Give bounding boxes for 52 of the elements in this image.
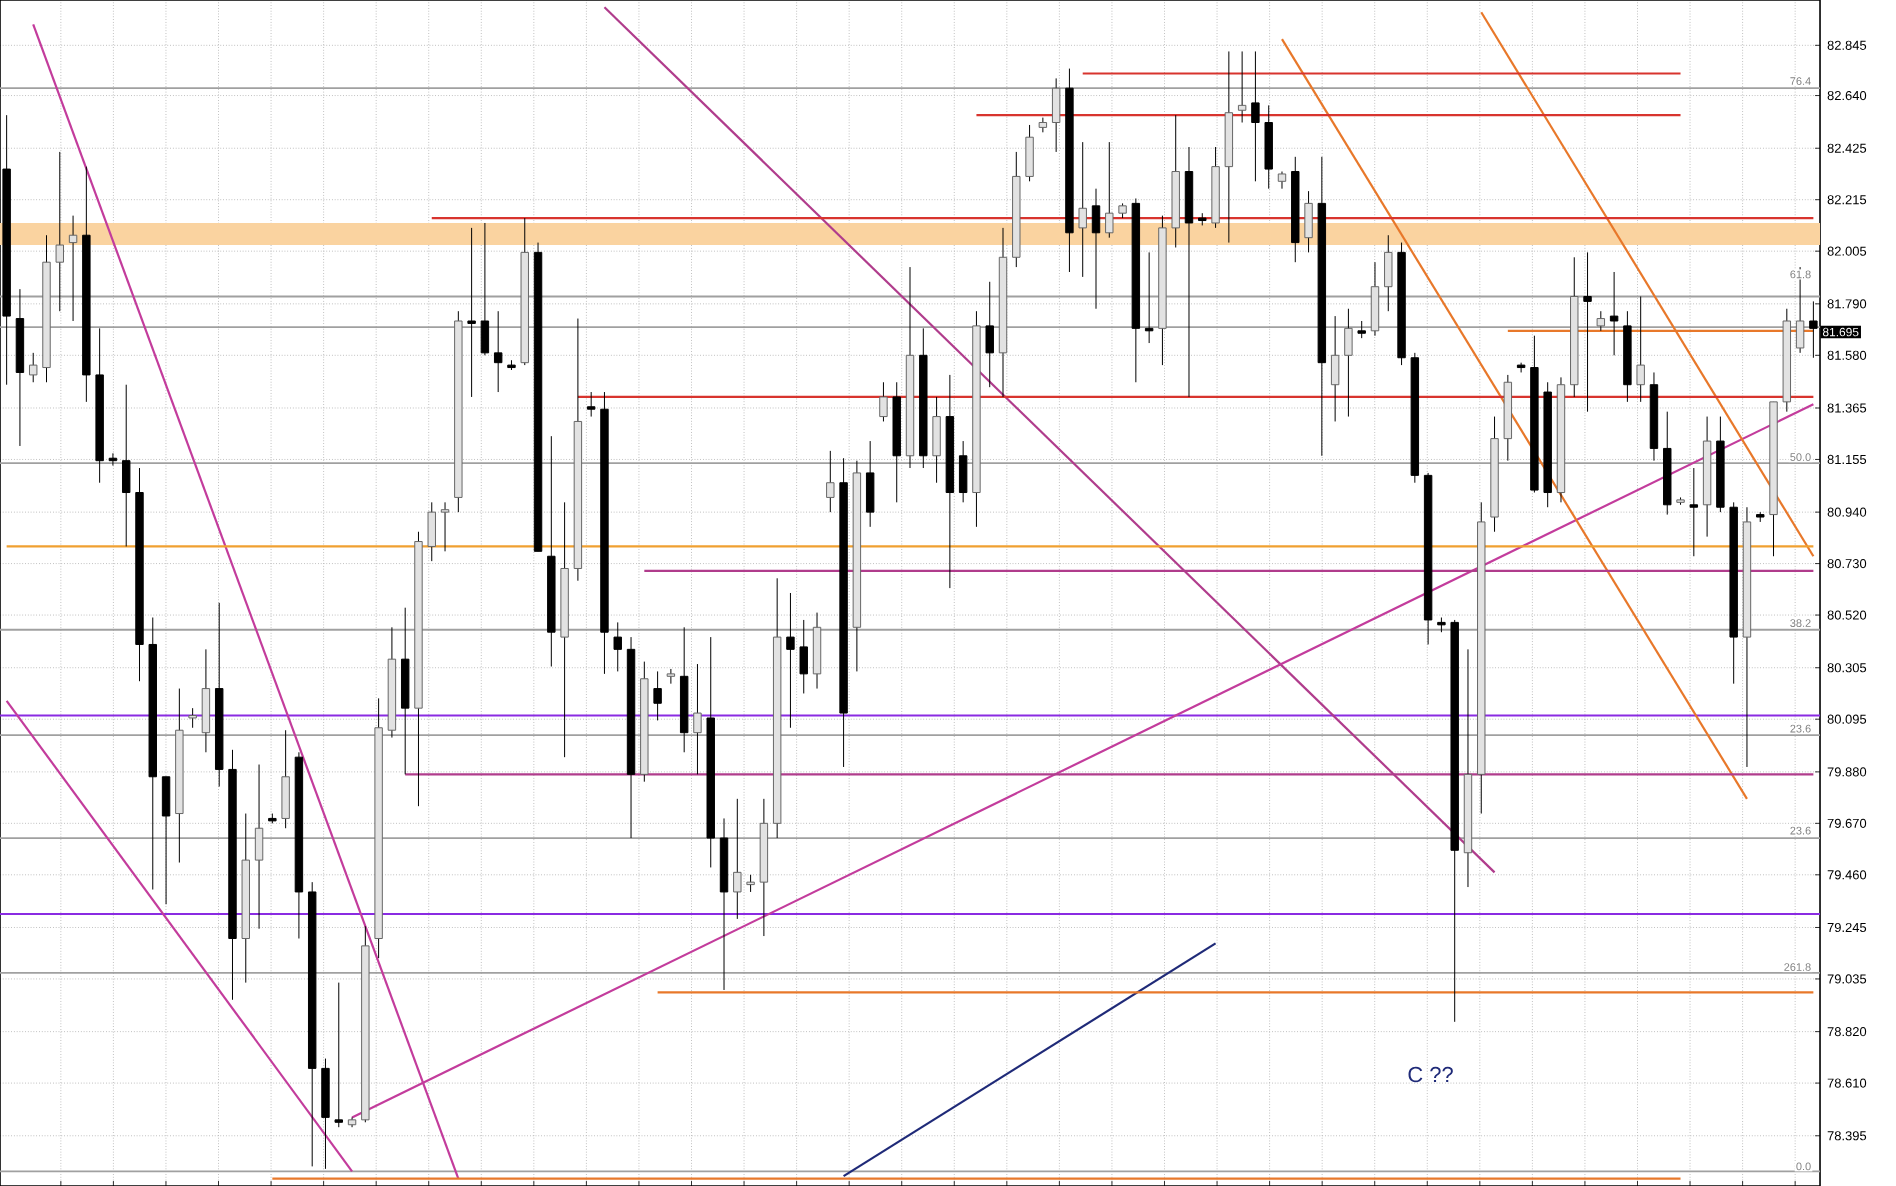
candlestick [467, 227, 476, 398]
candlestick [1330, 315, 1340, 422]
candlestick [1078, 141, 1087, 278]
candlestick [1105, 141, 1114, 239]
candlestick [1038, 117, 1048, 133]
candlestick [334, 982, 343, 1128]
candlestick [68, 215, 78, 322]
annotation: C ?? [1408, 1066, 1453, 1083]
candlestick [1636, 295, 1645, 403]
candlestick [733, 798, 742, 920]
candlestick [440, 501, 450, 552]
candlestick [799, 619, 808, 694]
candlestick [201, 648, 211, 753]
candlestick [666, 668, 676, 685]
candlestick [786, 592, 795, 729]
candlestick [121, 384, 131, 547]
candlestick [1609, 271, 1619, 356]
candlestick [1689, 467, 1699, 557]
candlestick [1051, 77, 1061, 153]
candlestick [427, 501, 436, 562]
candlestick [1344, 308, 1353, 418]
candlestick [1384, 234, 1393, 312]
candlestick [1304, 190, 1313, 253]
candlestick [693, 663, 702, 775]
candlestick [1370, 261, 1380, 337]
candlestick [1583, 251, 1592, 413]
candlestick [613, 621, 622, 672]
candlestick [826, 450, 835, 513]
candlestick [932, 396, 941, 484]
candlestick [493, 310, 503, 393]
candlestick [586, 391, 596, 418]
candlestick [653, 670, 662, 721]
candlestick [985, 281, 994, 388]
candlestick [958, 440, 968, 503]
candlestick [1237, 50, 1247, 124]
candlestick [480, 222, 490, 356]
candlestick [1251, 50, 1260, 182]
candlestick [55, 151, 64, 312]
candlestick [1025, 124, 1034, 182]
candlestick [879, 381, 888, 422]
candlestick [1264, 104, 1273, 190]
candlestick [1091, 188, 1101, 310]
candlestick [188, 707, 197, 729]
candlestick [1596, 310, 1606, 332]
candlestick [865, 440, 875, 528]
candlestick [1144, 251, 1154, 344]
candlestick [1277, 171, 1287, 190]
candlestick [281, 729, 290, 829]
candlestick [28, 352, 38, 383]
candlestick [254, 764, 264, 930]
candlestick [161, 776, 171, 905]
candlestick [812, 612, 822, 690]
